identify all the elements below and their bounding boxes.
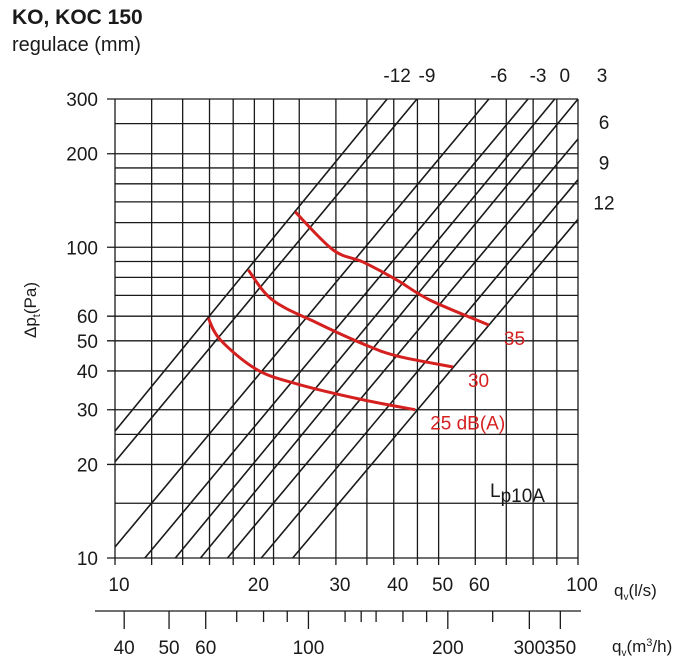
sound-level-annotation: Lp10A [490,481,545,507]
noise-curve-label-35: 35 [504,329,525,350]
secondary-x-tick-label: 60 [195,638,216,659]
y-tick-label: 200 [66,145,98,166]
x-tick-label: 60 [469,575,490,596]
regulation-line-label: 3 [597,66,608,87]
noise-curve-25 [206,317,416,412]
y-axis-title: Δpt(Pa) [21,282,43,338]
x-tick-label: 40 [387,575,408,596]
regulation-line-label: 9 [599,154,610,175]
regulation-line-label: -6 [490,66,507,87]
y-tick-label: 10 [77,549,98,570]
regulation-line-label: -3 [530,66,547,87]
regulation-line [292,218,579,559]
x-tick-label: 50 [432,575,453,596]
regulation-line [260,179,579,559]
x-tick-label: 30 [329,575,350,596]
noise-curve-label-30: 30 [468,371,489,392]
regulation-line [144,98,529,559]
secondary-x-tick-label: 200 [432,638,464,659]
regulation-line-label: 6 [599,113,610,134]
regulation-line-label: -12 [383,66,410,87]
x-axis-title: qv(l/s) [614,581,657,603]
x-tick-label: 10 [108,575,129,596]
y-tick-label: 20 [77,455,98,476]
secondary-x-tick-label: 300 [513,638,545,659]
secondary-x-tick-label: 40 [114,638,135,659]
regulation-line-label: -9 [419,66,436,87]
x-tick-label: 20 [248,575,269,596]
regulation-line [174,98,556,559]
regulation-line-label: 0 [560,66,571,87]
secondary-x-tick-label: 350 [544,638,576,659]
secondary-x-tick-label: 50 [158,638,179,659]
secondary-x-tick-label: 100 [293,638,325,659]
regulation-line [226,138,579,559]
y-tick-label: 50 [77,332,98,353]
regulation-line-label: 12 [593,193,614,214]
x-tick-label: 100 [566,575,598,596]
chart-subtitle: regulace (mm) [12,34,141,56]
noise-curve-label-25: 25 dB(A) [430,414,505,435]
noise-curve-30 [247,269,454,369]
regulation-line [199,98,579,559]
regulation-line [114,98,388,432]
regulation-line [114,98,418,463]
regulation-line [114,98,490,548]
secondary-x-axis-title: qv(m3/h) [612,637,672,659]
y-tick-label: 40 [77,362,98,383]
y-tick-label: 100 [66,238,98,259]
y-tick-label: 30 [77,401,98,422]
chart-title: KO, KOC 150 [12,6,143,29]
y-tick-label: 60 [77,307,98,328]
noise-curve-35 [294,210,490,327]
y-tick-label: 300 [66,90,98,111]
